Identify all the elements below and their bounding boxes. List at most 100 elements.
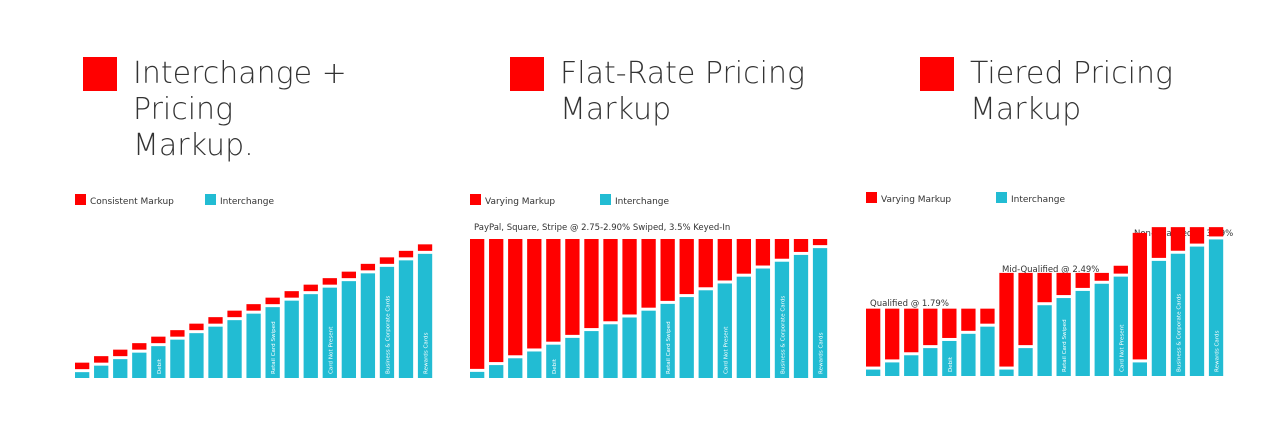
title-line-1: Tiered Pricing: [970, 56, 1173, 91]
bar-markup: [679, 239, 694, 295]
chart-interchange-plus: Consistent Markup Interchange Debit Retail …: [75, 194, 433, 378]
bar-interchange: [132, 352, 147, 378]
legend-label: Interchange: [615, 197, 670, 207]
bar-interchange: [980, 326, 995, 376]
bar-label: Business & Corporate Cards: [385, 296, 391, 374]
bar-interchange: [527, 351, 542, 378]
bar-markup: [923, 308, 938, 346]
bar-group: [904, 308, 919, 376]
legend-swatch-icon: [996, 192, 1007, 203]
bar-group: [1094, 272, 1109, 376]
bar-interchange: [1056, 298, 1071, 376]
bar-group: [341, 271, 356, 378]
bar-markup: [303, 284, 318, 292]
bar-interchange: [679, 297, 694, 378]
bar-group: Retail Card Swiped: [660, 239, 675, 378]
bar-group: [508, 239, 523, 378]
chart-annotation: Qualified @ 1.79%: [870, 299, 949, 309]
bar-interchange: [923, 348, 938, 376]
bar-label: Retail Card Swiped: [271, 321, 277, 374]
bar-group: [94, 356, 109, 378]
bar-markup: [1132, 232, 1147, 360]
bar-group: [1075, 272, 1090, 376]
bar-markup: [151, 336, 166, 344]
bar-markup: [942, 308, 957, 338]
bar-interchange: [417, 253, 433, 378]
bar-markup: [1056, 272, 1071, 296]
bar-group: [999, 272, 1014, 376]
bar-interchange: [660, 303, 675, 378]
bar-markup: [698, 239, 713, 288]
bar-markup: [189, 323, 204, 331]
bar-interchange: [698, 290, 713, 378]
bar-group: [470, 239, 485, 378]
bar-markup: [1170, 227, 1186, 251]
bar-group: [1151, 227, 1167, 376]
panel-heading: Interchange + Pricing Markup.: [83, 56, 453, 164]
panel-heading: Flat-Rate Pricing Markup: [510, 56, 880, 128]
bar-group: [885, 308, 900, 376]
bar-interchange: [94, 365, 109, 378]
bar-markup: [322, 278, 337, 285]
bar-label: Debit: [552, 358, 558, 374]
legend-label: Interchange: [220, 197, 275, 207]
bar-group: Business & Corporate Cards: [774, 239, 790, 378]
bar-group: Retail Card Swiped: [1056, 272, 1071, 376]
bar-markup: [1208, 227, 1224, 237]
bar-group: [170, 330, 185, 378]
bar-group: Business & Corporate Cards: [379, 257, 395, 378]
bar-group: Card Not Present: [322, 278, 337, 378]
bar-interchange: [546, 344, 561, 378]
bar-markup: [584, 239, 599, 329]
bar-group: Rewards Cards: [1208, 227, 1224, 376]
bar-markup: [1189, 227, 1205, 244]
bar-interchange: [793, 254, 809, 378]
bar-group: [1132, 232, 1147, 376]
chart-annotation: PayPal, Square, Stripe @ 2.75-2.90% Swip…: [474, 223, 730, 233]
bar-group: [793, 239, 809, 378]
panel-flat-rate: Flat-Rate Pricing Markup Varying Markup In…: [470, 0, 850, 432]
bar-label: Rewards Cards: [424, 332, 430, 374]
bar-markup: [132, 343, 147, 350]
legend-swatch-icon: [470, 194, 481, 205]
bar-markup: [1018, 272, 1033, 346]
bar-group: [584, 239, 599, 378]
chart-flat-rate: Varying Markup Interchange PayPal, Square,…: [470, 194, 828, 378]
bar-markup: [208, 317, 223, 324]
bar-group: [679, 239, 694, 378]
bar-markup: [170, 330, 185, 337]
bar-interchange: [470, 371, 485, 378]
bar-markup: [246, 304, 261, 311]
bar-markup: [1113, 265, 1128, 274]
bar-markup: [736, 239, 751, 274]
legend-swatch-icon: [205, 194, 216, 205]
bar-interchange: [942, 340, 957, 376]
bar-markup: [999, 272, 1014, 367]
bar-label: Debit: [157, 358, 163, 374]
bar-interchange: [1094, 283, 1109, 376]
bar-group: [113, 349, 128, 378]
bar-group: [1189, 227, 1205, 376]
bar-interchange: [774, 261, 790, 378]
bar-interchange: [961, 333, 976, 376]
legend-swatch-icon: [75, 194, 86, 205]
bar-label: Card Not Present: [328, 326, 334, 374]
bar-markup: [284, 291, 299, 298]
legend-item: Interchange: [996, 192, 1066, 205]
heading-swatch-icon: [83, 57, 117, 91]
bar-markup: [793, 239, 809, 252]
bar-markup: [603, 239, 618, 322]
title-line-2: Markup.: [133, 128, 254, 163]
bar-group: Debit: [942, 308, 957, 376]
bar-markup: [417, 244, 433, 251]
bar-interchange: [622, 317, 637, 378]
panel-interchange-plus: Interchange + Pricing Markup. Consistent …: [75, 0, 463, 432]
bar-interchange: [246, 313, 261, 378]
legend-item: Interchange: [205, 194, 275, 207]
bar-label: Retail Card Swiped: [666, 321, 672, 374]
bar-label: Business & Corporate Cards: [780, 296, 786, 374]
bar-group: Card Not Present: [1113, 265, 1128, 376]
bar-markup: [379, 257, 395, 264]
bar-interchange: [885, 362, 900, 376]
bar-label: Card Not Present: [1119, 324, 1125, 372]
